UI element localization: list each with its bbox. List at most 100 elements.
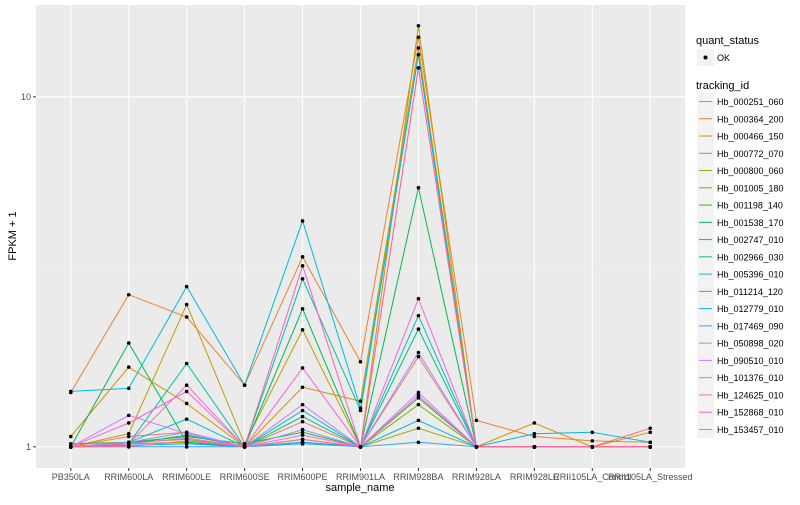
legend-label: Hb_001538_170 [717, 218, 784, 228]
data-point [648, 445, 653, 449]
data-point [648, 440, 653, 445]
data-point [358, 406, 363, 410]
legend-label: Hb_152868_010 [717, 408, 784, 418]
legend-label: Hb_005396_010 [717, 270, 784, 280]
data-point [184, 389, 189, 394]
data-point [184, 431, 189, 436]
data-point [474, 445, 479, 449]
data-point [184, 383, 189, 388]
legend-label: Hb_001198_140 [717, 201, 783, 211]
data-point [300, 402, 305, 407]
data-point [184, 315, 189, 319]
legend: quant_status OK tracking_id Hb_000251_06… [696, 35, 784, 438]
data-point [300, 327, 305, 332]
legend-label: Hb_101376_010 [717, 373, 784, 383]
x-tick-label: RRII105LA_Stressed [608, 472, 693, 482]
data-point [416, 418, 421, 423]
data-point [648, 430, 653, 435]
data-point [300, 366, 305, 370]
data-point [184, 284, 189, 289]
data-point [416, 426, 421, 431]
data-point [184, 417, 189, 421]
data-point [184, 436, 189, 440]
data-point [184, 439, 189, 443]
data-point [532, 445, 537, 449]
legend-label: Hb_000364_200 [717, 114, 784, 124]
data-point [416, 440, 421, 445]
data-point [416, 390, 421, 395]
data-point [416, 393, 421, 398]
data-point [184, 302, 189, 307]
data-point [126, 442, 131, 446]
legend-label: Hb_090510_010 [717, 356, 784, 366]
x-tick-label: PB350LA [52, 472, 90, 482]
data-point [126, 445, 131, 449]
data-point [242, 383, 247, 388]
line-legend-title: tracking_id [696, 80, 749, 92]
data-point [300, 427, 305, 432]
legend-label: Hb_000772_070 [717, 149, 784, 159]
data-point [416, 23, 421, 28]
data-point [300, 430, 305, 435]
legend-label: Hb_017469_090 [717, 321, 784, 331]
data-point [68, 442, 73, 446]
x-tick-label: RRII105LA_Control [553, 472, 631, 482]
x-tick-label: RRIM901LA [336, 472, 385, 482]
data-point [242, 442, 247, 446]
data-point [416, 327, 421, 331]
legend-label: Hb_012779_010 [717, 304, 784, 314]
data-point [184, 442, 189, 446]
data-point [126, 292, 131, 297]
data-point [300, 255, 305, 259]
legend-label: Hb_124625_010 [717, 390, 784, 400]
legend-label: Hb_000800_060 [717, 166, 784, 176]
data-point [242, 445, 247, 449]
data-point [126, 421, 131, 425]
data-point [358, 445, 363, 449]
legend-label: Hb_001005_180 [717, 183, 784, 193]
data-point [126, 341, 131, 345]
y-tick-label: 10 [21, 92, 31, 102]
point-legend-dot [703, 55, 708, 60]
data-point [126, 365, 131, 369]
x-tick-label: RRIM600LE [162, 472, 211, 482]
legend-label: Hb_153457_010 [717, 425, 784, 435]
x-tick-label: RRIM600PE [278, 472, 328, 482]
x-tick-label: RRIM600LA [104, 472, 153, 482]
legend-label: Hb_050898_020 [717, 339, 784, 349]
data-point [300, 433, 305, 437]
data-point [300, 414, 305, 419]
data-point [126, 431, 131, 436]
data-point [184, 401, 189, 406]
y-tick-label: 1 [26, 442, 31, 452]
data-point [416, 313, 421, 318]
data-point [416, 354, 421, 359]
data-point [416, 46, 421, 50]
data-point [184, 361, 189, 366]
y-axis-title: FPKM + 1 [7, 211, 19, 260]
data-point [416, 66, 421, 70]
x-tick-label: RRIM928BA [393, 472, 443, 482]
data-point [358, 359, 363, 364]
legend-label: Hb_000251_060 [717, 97, 784, 107]
data-point [300, 277, 305, 281]
legend-label: Hb_002747_010 [717, 235, 784, 245]
data-point [532, 421, 537, 425]
legend-label: Hb_002966_030 [717, 252, 784, 262]
data-point [590, 439, 595, 443]
data-point [416, 35, 421, 40]
data-point [300, 219, 305, 223]
data-point [590, 430, 595, 435]
data-point [300, 264, 305, 268]
data-point [416, 402, 421, 407]
data-point [300, 385, 305, 390]
data-point [532, 431, 537, 436]
data-point [126, 386, 131, 391]
data-point [590, 445, 595, 449]
x-tick-label: RRIM928LA [452, 472, 501, 482]
data-point [184, 445, 189, 449]
point-legend-label: OK [717, 53, 730, 63]
point-legend-title: quant_status [696, 35, 759, 47]
data-point [648, 426, 653, 431]
